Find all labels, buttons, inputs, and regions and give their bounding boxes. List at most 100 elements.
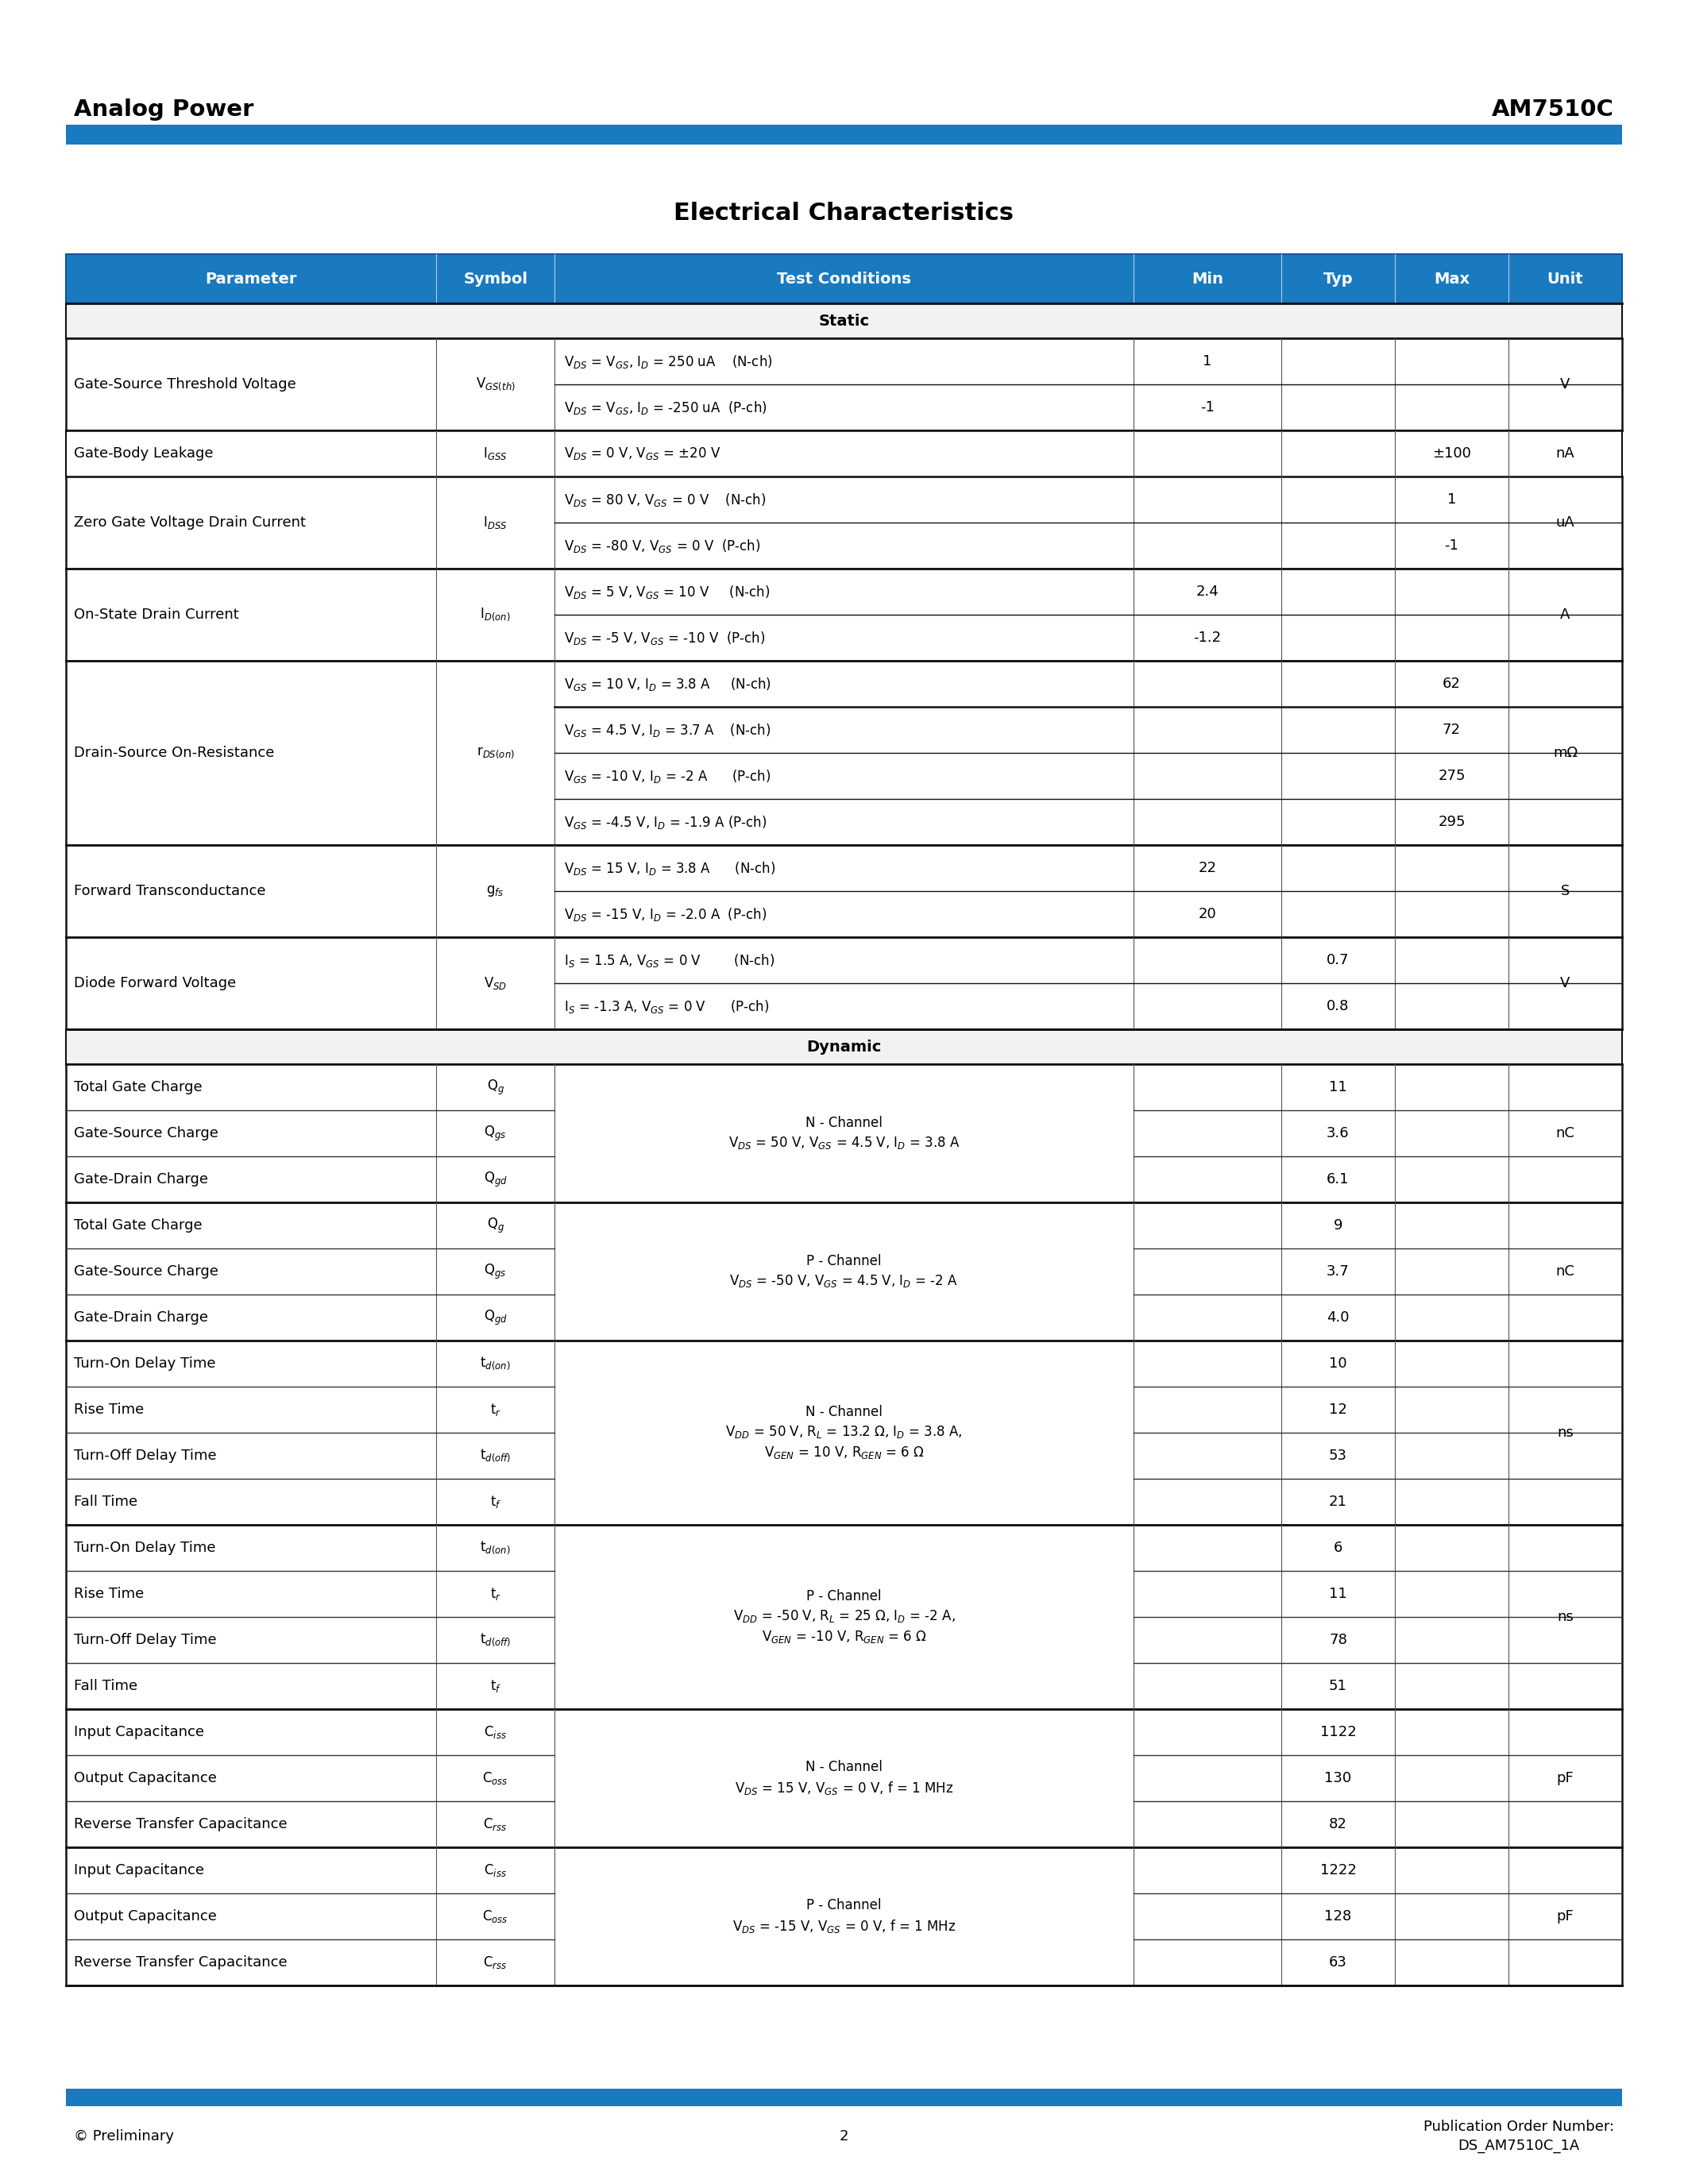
Text: Gate-Source Threshold Voltage: Gate-Source Threshold Voltage [74,378,295,391]
Text: V$_{DS}$ = -5 V, V$_{GS}$ = -10 V  (P-ch): V$_{DS}$ = -5 V, V$_{GS}$ = -10 V (P-ch) [564,629,765,646]
Text: nC: nC [1556,1127,1575,1140]
Text: 12: 12 [1328,1402,1347,1417]
Text: 53: 53 [1328,1448,1347,1463]
Text: 130: 130 [1325,1771,1352,1784]
Text: Input Capacitance: Input Capacitance [74,1863,204,1878]
Text: 11: 11 [1328,1081,1347,1094]
Text: P - Channel
V$_{DS}$ = -15 V, V$_{GS}$ = 0 V, f = 1 MHz: P - Channel V$_{DS}$ = -15 V, V$_{GS}$ =… [733,1898,955,1935]
Text: N - Channel
V$_{DS}$ = 15 V, V$_{GS}$ = 0 V, f = 1 MHz: N - Channel V$_{DS}$ = 15 V, V$_{GS}$ = … [734,1760,954,1795]
Text: t$_{d(off)}$: t$_{d(off)}$ [479,1448,511,1463]
FancyBboxPatch shape [66,124,1622,144]
Text: Gate-Source Charge: Gate-Source Charge [74,1127,218,1140]
Text: ns: ns [1556,1610,1573,1625]
Text: Gate-Body Leakage: Gate-Body Leakage [74,446,213,461]
Text: I$_{D(on)}$: I$_{D(on)}$ [479,607,511,622]
Text: nC: nC [1556,1265,1575,1278]
Text: Reverse Transfer Capacitance: Reverse Transfer Capacitance [74,1955,287,1970]
Text: 4.0: 4.0 [1327,1310,1349,1326]
Text: Parameter: Parameter [206,271,297,286]
Text: 275: 275 [1438,769,1465,784]
Text: V$_{GS}$ = 10 V, I$_D$ = 3.8 A     (N-ch): V$_{GS}$ = 10 V, I$_D$ = 3.8 A (N-ch) [564,675,771,692]
Text: Rise Time: Rise Time [74,1402,143,1417]
Text: mΩ: mΩ [1553,745,1578,760]
FancyBboxPatch shape [66,430,1622,476]
Text: Fall Time: Fall Time [74,1679,137,1693]
Text: V$_{DS}$ = 80 V, V$_{GS}$ = 0 V    (N-ch): V$_{DS}$ = 80 V, V$_{GS}$ = 0 V (N-ch) [564,491,766,509]
Text: 0.8: 0.8 [1327,998,1349,1013]
Text: Rise Time: Rise Time [74,1588,143,1601]
Text: C$_{iss}$: C$_{iss}$ [484,1723,506,1741]
Text: Output Capacitance: Output Capacitance [74,1909,216,1924]
Text: Zero Gate Voltage Drain Current: Zero Gate Voltage Drain Current [74,515,306,531]
Text: ±100: ±100 [1431,446,1470,461]
Text: AM7510C: AM7510C [1492,98,1614,120]
Text: 3.6: 3.6 [1327,1127,1349,1140]
Text: 72: 72 [1443,723,1460,736]
Text: Turn-On Delay Time: Turn-On Delay Time [74,1540,216,1555]
Text: 128: 128 [1325,1909,1352,1924]
Text: 62: 62 [1443,677,1460,690]
Text: 9: 9 [1334,1219,1342,1232]
Text: Electrical Characteristics: Electrical Characteristics [674,201,1014,225]
Text: V$_{GS}$ = -4.5 V, I$_D$ = -1.9 A (P-ch): V$_{GS}$ = -4.5 V, I$_D$ = -1.9 A (P-ch) [564,815,766,830]
Text: V: V [1560,976,1570,989]
Text: © Preliminary: © Preliminary [74,2129,174,2143]
Text: t$_{d(on)}$: t$_{d(on)}$ [479,1540,511,1555]
Text: V$_{GS}$ = 4.5 V, I$_D$ = 3.7 A    (N-ch): V$_{GS}$ = 4.5 V, I$_D$ = 3.7 A (N-ch) [564,721,771,738]
Text: 63: 63 [1328,1955,1347,1970]
Text: Test Conditions: Test Conditions [776,271,912,286]
Text: V$_{DS}$ = -80 V, V$_{GS}$ = 0 V  (P-ch): V$_{DS}$ = -80 V, V$_{GS}$ = 0 V (P-ch) [564,537,761,555]
Text: 0.7: 0.7 [1327,952,1349,968]
Text: I$_{DSS}$: I$_{DSS}$ [483,515,508,531]
Text: 6.1: 6.1 [1327,1173,1349,1186]
Text: -1.2: -1.2 [1193,631,1222,644]
Text: Gate-Source Charge: Gate-Source Charge [74,1265,218,1278]
Text: Turn-Off Delay Time: Turn-Off Delay Time [74,1448,216,1463]
Text: Publication Order Number:
DS_AM7510C_1A: Publication Order Number: DS_AM7510C_1A [1423,2121,1614,2153]
Text: Total Gate Charge: Total Gate Charge [74,1081,203,1094]
FancyBboxPatch shape [66,1524,1622,1710]
Text: 1: 1 [1447,491,1457,507]
Text: -1: -1 [1200,400,1214,415]
Text: V$_{DS}$ = V$_{GS}$, I$_D$ = -250 uA  (P-ch): V$_{DS}$ = V$_{GS}$, I$_D$ = -250 uA (P-… [564,400,768,415]
Text: P - Channel
V$_{DD}$ = -50 V, R$_L$ = 25 Ω, I$_D$ = -2 A,
V$_{GEN}$ = -10 V, R$_: P - Channel V$_{DD}$ = -50 V, R$_L$ = 25… [733,1590,955,1645]
Text: Fall Time: Fall Time [74,1494,137,1509]
FancyBboxPatch shape [66,339,1622,430]
FancyBboxPatch shape [66,304,1622,339]
Text: Drain-Source On-Resistance: Drain-Source On-Resistance [74,745,275,760]
Text: 10: 10 [1328,1356,1347,1372]
Text: t$_r$: t$_r$ [490,1586,501,1601]
Text: Q$_{gd}$: Q$_{gd}$ [483,1308,508,1326]
Text: 1: 1 [1204,354,1212,369]
Text: 2.4: 2.4 [1195,585,1219,598]
FancyBboxPatch shape [66,1203,1622,1341]
Text: C$_{oss}$: C$_{oss}$ [483,1771,508,1787]
Text: -1: -1 [1445,539,1458,553]
Text: Reverse Transfer Capacitance: Reverse Transfer Capacitance [74,1817,287,1832]
Text: V$_{DS}$ = 0 V, V$_{GS}$ = ±20 V: V$_{DS}$ = 0 V, V$_{GS}$ = ±20 V [564,446,721,461]
FancyBboxPatch shape [66,1848,1622,1985]
Text: 1222: 1222 [1320,1863,1355,1878]
Text: 1122: 1122 [1320,1725,1355,1738]
Text: V$_{SD}$: V$_{SD}$ [484,976,506,992]
Text: A: A [1560,607,1570,622]
Text: Static: Static [819,312,869,328]
Text: Q$_g$: Q$_g$ [486,1079,505,1096]
Text: P - Channel
V$_{DS}$ = -50 V, V$_{GS}$ = 4.5 V, I$_D$ = -2 A: P - Channel V$_{DS}$ = -50 V, V$_{GS}$ =… [729,1254,959,1289]
FancyBboxPatch shape [66,1710,1622,1848]
Text: V$_{DS}$ = 5 V, V$_{GS}$ = 10 V     (N-ch): V$_{DS}$ = 5 V, V$_{GS}$ = 10 V (N-ch) [564,583,770,601]
Text: 78: 78 [1328,1634,1347,1647]
Text: Gate-Drain Charge: Gate-Drain Charge [74,1173,208,1186]
Text: V$_{GS(th)}$: V$_{GS(th)}$ [476,376,515,393]
FancyBboxPatch shape [66,476,1622,568]
Text: V$_{GS}$ = -10 V, I$_D$ = -2 A      (P-ch): V$_{GS}$ = -10 V, I$_D$ = -2 A (P-ch) [564,767,771,784]
Text: C$_{oss}$: C$_{oss}$ [483,1909,508,1924]
Text: I$_{GSS}$: I$_{GSS}$ [483,446,508,461]
Text: I$_S$ = -1.3 A, V$_{GS}$ = 0 V      (P-ch): I$_S$ = -1.3 A, V$_{GS}$ = 0 V (P-ch) [564,998,770,1016]
Text: t$_f$: t$_f$ [490,1677,501,1695]
Text: ns: ns [1556,1426,1573,1439]
Text: 3.7: 3.7 [1327,1265,1349,1278]
Text: Output Capacitance: Output Capacitance [74,1771,216,1784]
Text: Q$_{gs}$: Q$_{gs}$ [484,1262,506,1280]
Text: V$_{DS}$ = 15 V, I$_D$ = 3.8 A      (N-ch): V$_{DS}$ = 15 V, I$_D$ = 3.8 A (N-ch) [564,860,775,876]
